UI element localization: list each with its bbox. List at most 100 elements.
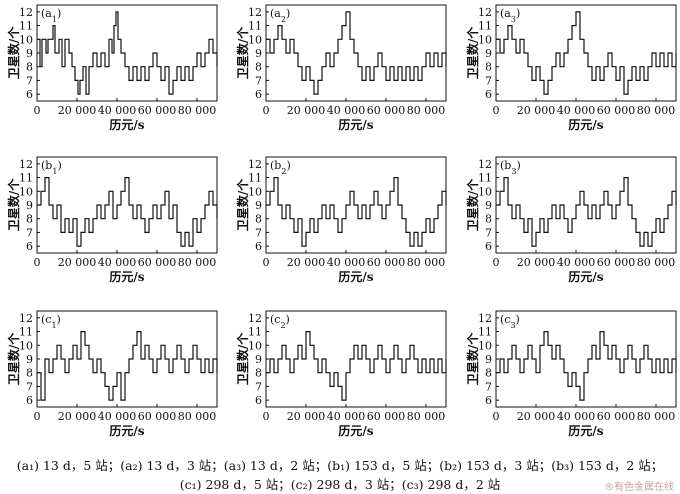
x-tick-label: 60 000 [367,410,406,423]
y-tick-label: 11 [19,326,33,339]
y-tick-label: 6 [485,240,492,253]
x-tick-label: 80 000 [637,410,676,423]
plot-frame [265,310,447,408]
y-tick-label: 6 [255,394,262,407]
y-tick-label: 8 [26,213,33,226]
y-tick-label: 6 [485,88,492,101]
y-tick-label: 10 [478,33,492,46]
y-tick-label: 12 [478,158,492,171]
watermark: ®有色金属在线 [604,482,674,493]
y-tick-label: 12 [478,6,492,19]
y-tick-label: 11 [19,20,33,33]
y-tick-label: 6 [255,88,262,101]
y-tick-label: 11 [19,172,33,185]
y-tick-label: 11 [478,326,492,339]
x-tick-label: 60 000 [597,104,636,117]
figure-caption-line-1: (a₁) 13 d，5 站；(a₂) 13 d，3 站；(a₃) 13 d，2 … [16,458,664,473]
x-axis-title: 历元/s [338,270,373,284]
satellite-count-series [37,331,218,401]
y-tick-label: 9 [485,199,492,212]
y-tick-label: 7 [26,226,33,239]
x-tick-label: 0 [34,104,41,117]
x-tick-label: 80 000 [637,104,676,117]
panel-label: (b2) [270,159,291,176]
x-axis-title: 历元/s [109,118,144,132]
y-tick-label: 8 [485,367,492,380]
y-tick-label: 7 [255,226,262,239]
x-tick-label: 0 [493,256,500,269]
y-tick-label: 12 [478,312,492,325]
panel-label: (c1) [41,313,61,330]
y-tick-label: 6 [26,240,33,253]
x-tick-label: 80 000 [407,410,446,423]
y-tick-label: 6 [26,394,33,407]
y-axis-title: 卫星数/个 [235,178,250,231]
y-tick-label: 8 [255,367,262,380]
y-tick-label: 8 [485,213,492,226]
y-axis-title: 卫星数/个 [465,178,480,231]
x-tick-label: 80 000 [178,104,217,117]
x-tick-label: 40 000 [557,104,596,117]
x-tick-label: 80 000 [178,256,217,269]
y-axis-title: 卫星数/个 [465,332,480,385]
y-tick-label: 7 [255,380,262,393]
y-tick-label: 10 [19,339,33,352]
x-tick-label: 40 000 [98,256,137,269]
y-tick-label: 12 [19,158,33,171]
panel-label: (c2) [270,313,290,330]
panel-label: (a2) [270,7,290,24]
x-tick-label: 0 [493,410,500,423]
x-tick-label: 0 [34,410,41,423]
x-tick-label: 20 000 [287,410,326,423]
y-tick-label: 8 [255,213,262,226]
satellite-count-series [496,11,677,95]
x-axis-title: 历元/s [109,424,144,438]
x-axis-title: 历元/s [568,270,603,284]
satellite-count-series [266,11,447,95]
satellite-count-series [266,177,447,247]
x-axis-title: 历元/s [568,118,603,132]
x-tick-label: 40 000 [327,256,366,269]
panel-label: (b3) [500,159,521,176]
x-tick-label: 80 000 [407,256,446,269]
x-tick-label: 60 000 [597,410,636,423]
panel-label: (a3) [500,7,520,24]
y-tick-label: 12 [248,6,262,19]
x-tick-label: 0 [493,104,500,117]
x-tick-label: 20 000 [287,104,326,117]
x-tick-label: 20 000 [517,104,556,117]
y-tick-label: 6 [485,394,492,407]
y-tick-label: 10 [248,185,262,198]
x-tick-label: 60 000 [597,256,636,269]
y-tick-label: 11 [248,326,262,339]
x-tick-label: 20 000 [517,256,556,269]
y-tick-label: 10 [478,185,492,198]
y-tick-label: 7 [255,74,262,87]
y-tick-label: 6 [255,240,262,253]
y-tick-label: 7 [485,226,492,239]
y-axis-title: 卫星数/个 [235,26,250,79]
x-tick-label: 0 [34,256,41,269]
x-axis-title: 历元/s [109,270,144,284]
y-tick-label: 8 [485,61,492,74]
x-tick-label: 60 000 [367,104,406,117]
y-tick-label: 10 [248,339,262,352]
x-tick-label: 20 000 [287,256,326,269]
x-tick-label: 80 000 [178,410,217,423]
y-tick-label: 12 [19,312,33,325]
y-tick-label: 7 [485,74,492,87]
y-axis-title: 卫星数/个 [235,332,250,385]
y-tick-label: 8 [255,61,262,74]
y-tick-label: 6 [26,88,33,101]
satellite-count-series [266,331,447,401]
panel-label: (b1) [41,159,62,176]
plot-frame [36,4,218,102]
y-tick-label: 9 [26,199,33,212]
